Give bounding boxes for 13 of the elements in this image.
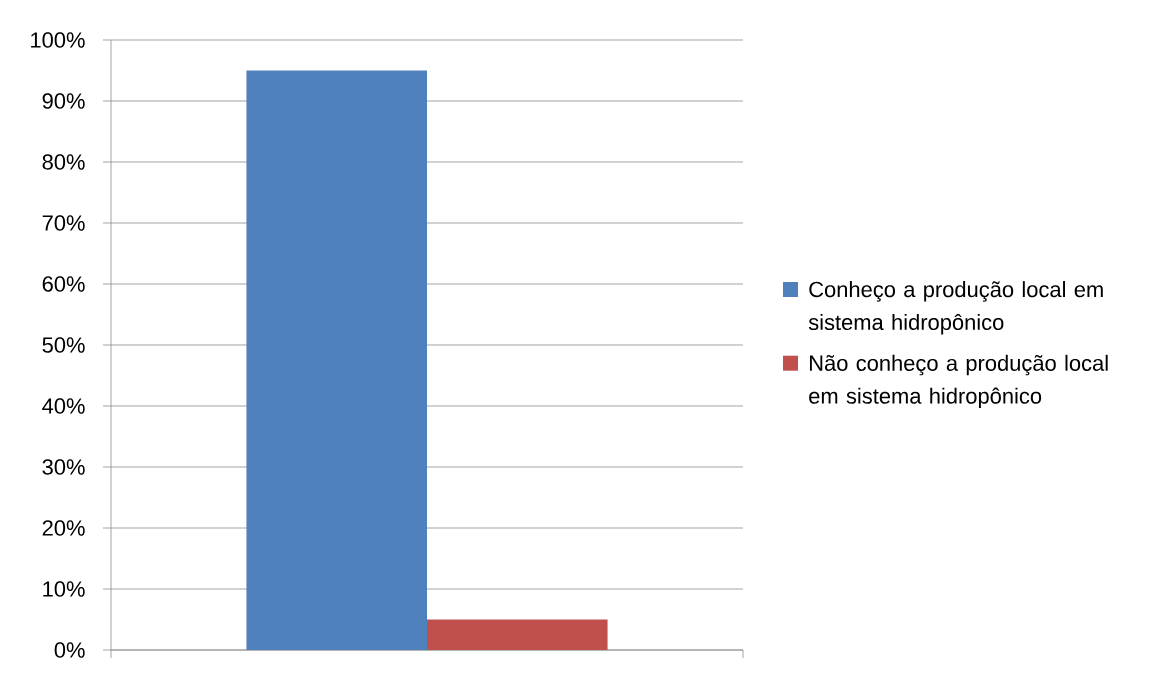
y-tick-label: 80% <box>42 154 85 170</box>
y-tick-label: 30% <box>42 459 85 475</box>
y-tick-label: 10% <box>43 581 85 597</box>
y-tick-label: 90% <box>42 93 85 109</box>
legend-label: Conheço a produção local em sistema hidropônico <box>808 281 1103 335</box>
y-tick-label: 70% <box>42 215 85 231</box>
y-tick-label: 50% <box>42 337 85 353</box>
y-tick-label: 0% <box>54 642 85 658</box>
y-tick-label: 20% <box>42 520 85 536</box>
y-tick-label: 60% <box>42 276 85 292</box>
y-tick-label: 100% <box>31 32 85 48</box>
legend-label: Não conheço a produção local em sistema hidropônico <box>809 354 1108 409</box>
y-tick-label: 40% <box>42 398 85 414</box>
